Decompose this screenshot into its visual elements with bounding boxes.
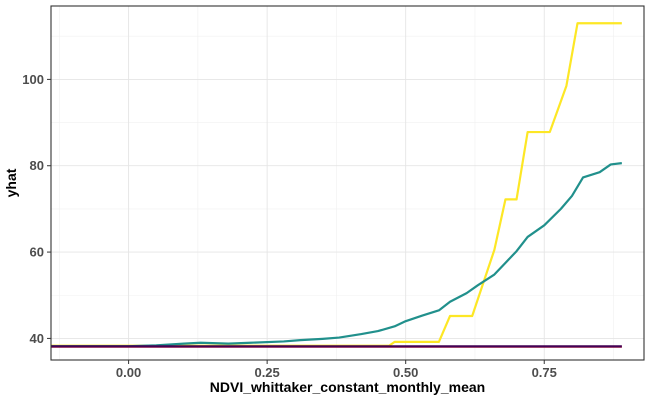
series-lines xyxy=(51,22,622,348)
series-line-1 xyxy=(51,22,622,347)
y-axis-title: yhat xyxy=(3,168,19,197)
y-tick-label: 40 xyxy=(30,331,44,346)
plot-panel xyxy=(51,6,644,360)
plot-frame xyxy=(50,5,645,361)
x-tick-label: 0.25 xyxy=(254,365,279,380)
y-tick-label: 60 xyxy=(30,245,44,260)
x-axis-title: NDVI_whittaker_constant_monthly_mean xyxy=(210,379,485,395)
y-tick-label: 80 xyxy=(30,158,44,173)
x-tick-label: 0.00 xyxy=(116,365,141,380)
grid xyxy=(51,6,644,360)
x-tick-label: 0.75 xyxy=(532,365,557,380)
x-axis: 0.00 0.25 0.50 0.75 xyxy=(116,360,557,380)
x-tick-label: 0.50 xyxy=(393,365,418,380)
y-axis: 40 60 80 100 xyxy=(22,72,51,346)
y-tick-label: 100 xyxy=(22,72,44,87)
series-line-2 xyxy=(51,162,622,348)
